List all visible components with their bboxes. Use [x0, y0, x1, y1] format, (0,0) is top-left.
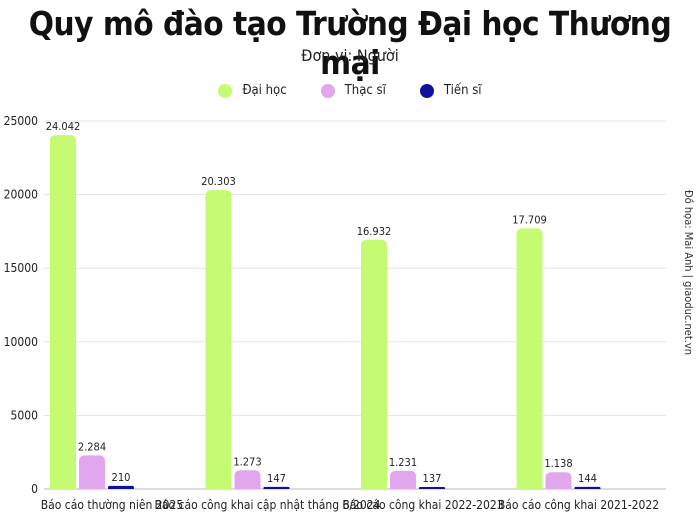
data-label: 1.138 — [544, 457, 572, 470]
bar-dai-hoc — [516, 228, 543, 489]
legend-swatch-dai-hoc — [218, 83, 233, 98]
y-tick-label: 5000 — [11, 408, 39, 422]
bar-dai-hoc — [361, 239, 387, 489]
chart-title: Quy mô đào tạo Trường Đại học Thương mại — [28, 4, 672, 82]
bar-thac-si — [545, 472, 572, 489]
data-label: 16.932 — [357, 225, 392, 238]
y-tick-label: 20000 — [4, 188, 38, 202]
bar-tien-si — [419, 486, 445, 489]
data-label: 20.303 — [201, 175, 236, 188]
y-tick-label: 10000 — [4, 335, 38, 349]
data-label: 137 — [423, 472, 442, 485]
y-tick-label: 15000 — [4, 261, 38, 275]
y-tick-label: 0 — [31, 482, 38, 496]
y-tick-label: 25000 — [4, 114, 38, 128]
legend-swatch-thac-si — [320, 83, 335, 98]
data-label: 210 — [112, 471, 131, 484]
data-label: 17.709 — [512, 213, 547, 226]
legend-label-dai-hoc: Đại học — [242, 83, 287, 98]
bar-thac-si — [234, 470, 261, 489]
x-tick-label: Báo cáo công khai cập nhật tháng 6/2024 — [154, 498, 380, 512]
bar-thac-si — [79, 455, 105, 489]
legend-item-dai-hoc: Đại học — [218, 83, 287, 98]
x-tick-label: Báo cáo công khai 2022-2023 — [342, 498, 503, 512]
credit-text: Đồ họa: Mai Anh | giaoduc.net.vn — [682, 190, 698, 360]
legend-label-thac-si: Thạc sĩ — [344, 83, 386, 98]
legend-swatch-tien-si — [419, 83, 434, 98]
data-label: 1.231 — [389, 456, 417, 469]
bar-thac-si — [390, 470, 416, 489]
legend-label-tien-si: Tiến sĩ — [443, 83, 482, 98]
x-tick-label: Báo cáo công khai 2021-2022 — [498, 498, 659, 512]
bar-tien-si — [108, 485, 134, 489]
chart-subtitle: Đơn vị: Người — [301, 46, 399, 65]
bar-dai-hoc — [50, 135, 76, 490]
chart-legend: Đại học Thạc sĩ Tiến sĩ — [0, 83, 700, 98]
x-tick-label: Báo cáo thường niên 2025 — [41, 498, 184, 512]
legend-item-thac-si: Thạc sĩ — [320, 83, 386, 98]
data-label: 147 — [267, 472, 286, 485]
data-label: 24.042 — [46, 120, 81, 133]
bar-dai-hoc — [205, 190, 232, 490]
data-label: 144 — [578, 472, 597, 485]
data-label: 2.284 — [78, 440, 106, 453]
credit-label: Đồ họa: Mai Anh | giaoduc.net.vn — [682, 190, 695, 355]
bar-tien-si — [263, 486, 290, 489]
legend-item-tien-si: Tiến sĩ — [419, 83, 482, 98]
bar-tien-si — [574, 486, 601, 489]
data-label: 1.273 — [233, 455, 261, 468]
